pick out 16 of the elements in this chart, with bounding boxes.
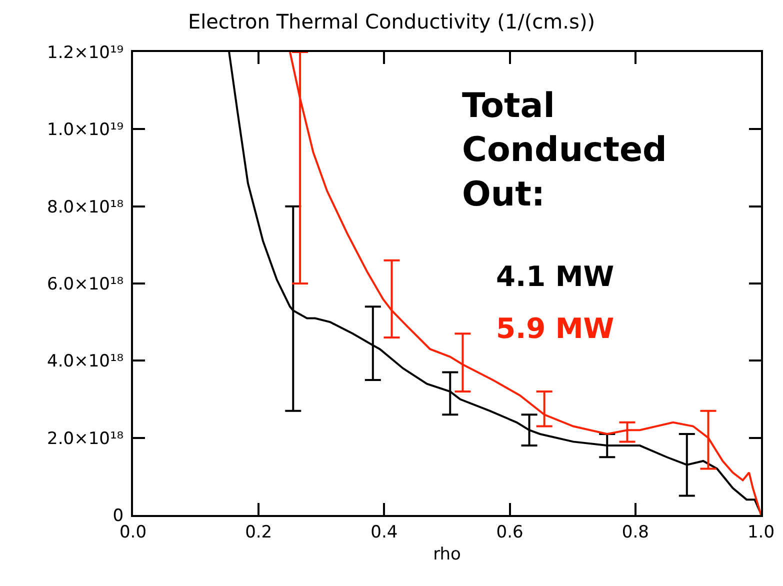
text: 4.1 MW [496,260,614,293]
x-tick-label: 1.0 [747,522,775,542]
x-axis-title: rho [433,544,461,564]
y-tick-label: 8.0×10¹⁸ [47,197,124,218]
series-label: 5.9 MW [496,312,614,345]
chart-title: Electron Thermal Conductivity (1/(cm.s)) [188,10,596,34]
y-tick-label: 4.0×10¹⁸ [47,352,124,372]
y-tick-label: 1.2×10¹⁹ [47,42,124,63]
y-tick-label: 1.0×10¹⁹ [47,120,124,140]
x-tick-label: 0.6 [496,522,524,542]
annotation: Total Conducted Out: [462,86,667,214]
x-tick-label: 0.2 [245,522,272,542]
y-tick-label: 2.0×10¹⁸ [47,428,124,449]
y-tick-label: 6.0×10¹⁸ [47,274,124,294]
x-tick-label: 0.4 [370,522,398,542]
x-tick-label: 0.8 [622,522,649,542]
